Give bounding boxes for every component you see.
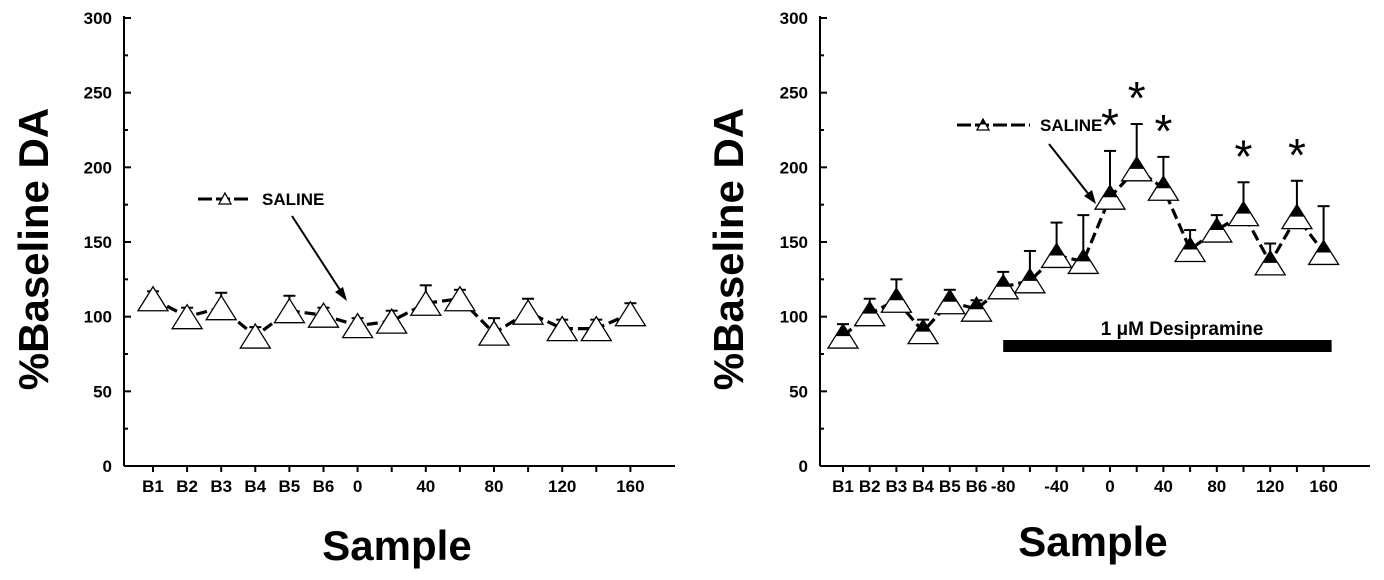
- right-y-axis-title: %Baseline DA: [705, 108, 752, 390]
- treatment-bar-label: 1 μM Desipramine: [1101, 319, 1264, 340]
- right-x-axis-title: Sample: [1018, 518, 1167, 565]
- right-data-point: [1147, 175, 1180, 201]
- left-data-point: [170, 303, 204, 330]
- right-data-point: [1173, 236, 1207, 263]
- left-y-tick-label: 300: [84, 9, 112, 28]
- right-data-point: [880, 287, 913, 313]
- right-data-point: [853, 300, 886, 327]
- right-y-tick-label: 300: [780, 9, 808, 28]
- right-x-tick-label: B2: [859, 477, 881, 496]
- left-x-tick-label: B6: [313, 477, 335, 496]
- left-x-tick-label: 160: [616, 477, 644, 496]
- right-legend-arrow: [1048, 143, 1096, 204]
- left-data-point: [239, 322, 272, 349]
- left-legend-label: SALINE: [262, 190, 324, 209]
- left-data-point: [443, 285, 477, 312]
- right-y-tick-label: 100: [780, 308, 808, 327]
- left-x-tick-label: B4: [244, 477, 266, 496]
- right-data-point: [1013, 267, 1047, 294]
- right-chart: %Baseline DA Sample SALINE 1 μM Desipram…: [705, 9, 1370, 565]
- right-y-tick-label: 150: [780, 233, 808, 252]
- right-data-point: [1200, 216, 1233, 243]
- left-y-tick-label: 50: [93, 382, 112, 401]
- left-chart: %Baseline DA Sample SALINE 0 50 100 150 200 2…: [10, 9, 675, 569]
- left-y-tick-label: 0: [103, 457, 112, 476]
- right-legend: SALINE: [957, 116, 1102, 135]
- left-y-tick-label: 250: [84, 84, 112, 103]
- left-data-point: [580, 315, 613, 342]
- left-legend: SALINE: [198, 190, 324, 209]
- left-data-point: [511, 298, 545, 325]
- left-data-point: [614, 300, 647, 327]
- right-data-point: [1254, 249, 1287, 276]
- left-data-point: [477, 319, 511, 346]
- right-y-tick-label: 200: [780, 158, 808, 177]
- right-data-point: [906, 318, 940, 345]
- right-x-tick-label: B4: [912, 477, 934, 496]
- right-x-tick-label: -40: [1044, 477, 1069, 496]
- right-data-point: [960, 295, 993, 322]
- left-x-tick-label: B2: [176, 477, 198, 496]
- significance-asterisk: *: [1128, 72, 1146, 124]
- right-data-point: [1280, 203, 1314, 230]
- left-x-tick-label: B1: [142, 477, 164, 496]
- right-x-tick-label: 120: [1256, 477, 1284, 496]
- left-data-point: [136, 285, 170, 312]
- right-y-tick-label: 0: [799, 457, 808, 476]
- left-y-tick-label: 150: [84, 233, 112, 252]
- left-x-tick-label: B5: [279, 477, 301, 496]
- right-data-point: [1093, 183, 1127, 210]
- left-x-tick-label: 80: [485, 477, 504, 496]
- significance-asterisk: *: [1235, 130, 1253, 182]
- significance-asterisk: *: [1101, 99, 1119, 151]
- right-data-point: [987, 273, 1020, 300]
- left-x-tick-label: B3: [210, 477, 232, 496]
- left-x-tick-label: 0: [353, 477, 362, 496]
- significance-asterisk: *: [1154, 105, 1172, 157]
- significance-asterisk: *: [1288, 129, 1306, 181]
- right-x-tick-label: B1: [832, 477, 854, 496]
- left-data-point: [409, 290, 442, 316]
- legend-open-triangle-icon: [217, 191, 233, 205]
- right-x-tick-label: 80: [1207, 477, 1226, 496]
- left-data-point: [341, 312, 374, 339]
- left-y-axis-title: %Baseline DA: [10, 108, 57, 390]
- left-axes: 0 50 100 150 200 250 300 B1 B2 B3 B4 B5 B6 0 40 80 120 16…: [84, 9, 675, 496]
- right-data-point: [1307, 239, 1340, 266]
- right-x-tick-label: B6: [966, 477, 988, 496]
- right-data-point: [933, 288, 966, 315]
- right-y-tick-label: 250: [780, 84, 808, 103]
- left-y-tick-label: 100: [84, 308, 112, 327]
- left-legend-arrow: [291, 215, 347, 301]
- right-x-tick-label: 0: [1105, 477, 1114, 496]
- left-x-tick-label: 120: [548, 477, 576, 496]
- right-axes: 0 50 100 150 200 250 300 B1 B2 B3 B4 B5 B6 -80 -40 0 40 8…: [780, 9, 1370, 496]
- right-x-tick-label: 160: [1309, 477, 1337, 496]
- left-x-tick-label: 40: [416, 477, 435, 496]
- right-data-point: [1120, 155, 1153, 182]
- left-y-tick-label: 200: [84, 158, 112, 177]
- right-x-tick-label: -80: [991, 477, 1016, 496]
- right-x-tick-label: 40: [1154, 477, 1173, 496]
- right-data-point: [1067, 248, 1100, 275]
- left-data-point: [273, 297, 306, 324]
- left-data-point: [546, 315, 579, 342]
- right-legend-label: SALINE: [1040, 116, 1102, 135]
- right-data-point: [1040, 242, 1073, 269]
- right-data-point: [826, 322, 860, 349]
- left-data-point: [205, 294, 238, 321]
- right-data-point: [1227, 200, 1260, 227]
- right-x-tick-label: B3: [886, 477, 908, 496]
- left-data-point: [307, 301, 340, 328]
- right-y-tick-label: 50: [789, 382, 808, 401]
- left-data-point: [375, 307, 408, 334]
- treatment-bar: [1003, 340, 1332, 352]
- right-x-tick-label: B5: [939, 477, 961, 496]
- left-x-axis-title: Sample: [322, 522, 471, 569]
